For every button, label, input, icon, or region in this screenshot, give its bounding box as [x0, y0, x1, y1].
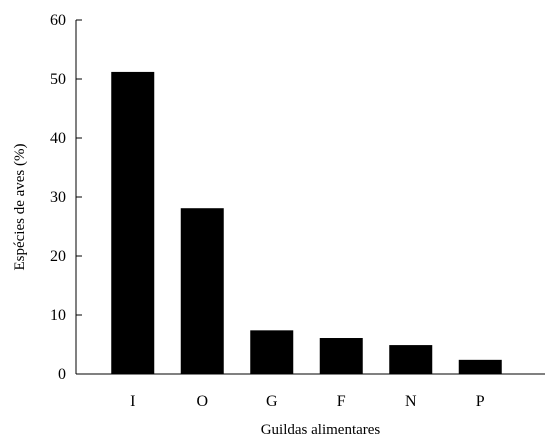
bar-G — [250, 330, 294, 374]
bar-F — [319, 338, 363, 374]
x-tick-label: G — [266, 393, 278, 410]
x-tick-label: I — [130, 393, 135, 410]
x-tick-label: P — [476, 393, 485, 410]
x-tick-label: F — [337, 393, 346, 410]
bars — [111, 71, 502, 375]
y-axis-title: Espécies de aves (%) — [12, 143, 28, 270]
bar-N — [389, 345, 433, 374]
y-ticks: 0 10 20 30 40 50 60 — [50, 12, 82, 383]
y-tick-label: 30 — [50, 189, 66, 206]
x-tick-label: N — [405, 393, 417, 410]
y-tick-label: 20 — [50, 248, 66, 265]
y-axis: 0 10 20 30 40 50 60 — [50, 12, 82, 383]
y-tick-label: 60 — [50, 12, 66, 29]
y-tick-label: 40 — [50, 130, 66, 147]
bar-P — [458, 359, 502, 374]
y-tick-label: 10 — [50, 307, 66, 324]
x-axis-title: Guildas alimentares — [261, 422, 381, 438]
y-tick-label: 50 — [50, 71, 66, 88]
x-tick-label: O — [196, 393, 208, 410]
bar-I — [111, 71, 155, 375]
bar-O — [180, 208, 224, 374]
y-tick-label: 0 — [58, 366, 66, 383]
